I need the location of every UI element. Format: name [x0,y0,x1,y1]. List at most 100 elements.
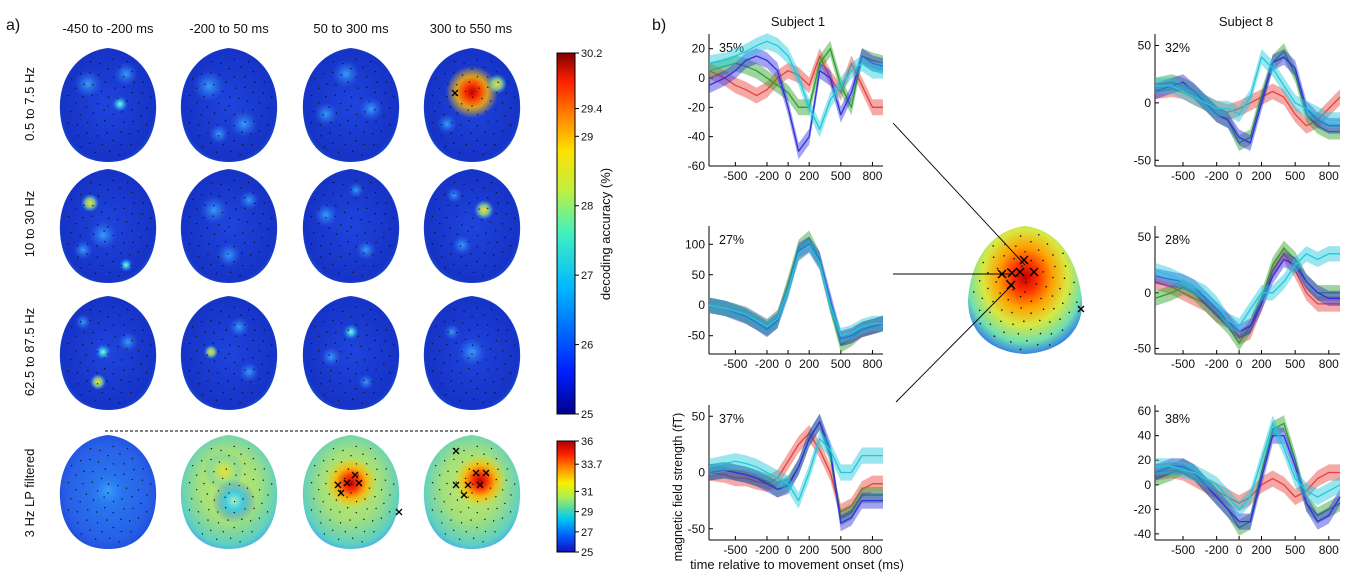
sensor-dot [376,329,378,332]
sensor-dot [373,531,375,533]
sensor-dot [337,151,340,153]
sensor-dot [471,455,473,457]
sensor-dot [218,74,221,76]
x-tick-label: -500 [723,357,747,371]
sensor-dot [431,215,434,218]
sensor-dot [495,109,497,111]
sensor-dot [472,398,475,400]
sensor-dot [141,479,144,481]
sensor-marker [482,469,490,477]
sensor-dot [349,380,351,382]
panel-b-label: b) [652,17,666,34]
activity-blob [359,97,383,121]
colorbar-tick-label: 31 [581,486,593,498]
sensor-dot [339,103,342,105]
sensor-dot [505,92,508,94]
sensor-dot [360,97,362,100]
sensor-dot [146,355,148,357]
sensor-dot [99,62,101,65]
sensor-dot [89,319,91,322]
sensor-dot [339,224,342,226]
activity-blob [446,187,462,203]
sensor-dot [89,263,91,265]
topo-map [180,296,278,410]
sensor-dot [76,124,79,126]
sensor-dot [103,496,105,498]
sensor-dot [222,265,224,267]
sensor-dot [374,357,376,359]
colorbar-tick-label: 26 [581,340,593,352]
sensor-dot [70,498,72,500]
sensor-dot [351,537,354,539]
sensor-dot [496,507,498,510]
sensor-dot [361,275,363,277]
sensor-dot [349,519,351,521]
sensor-dot [145,124,148,126]
sensor-dot [465,144,467,146]
sensor-dot [220,183,222,186]
sensor-dot [343,338,346,341]
sensor-dot [489,221,492,223]
sensor-dot [350,189,352,191]
sensor-dot [201,146,204,148]
sensor-dot [1015,245,1017,247]
sensor-dot [362,66,364,68]
sensor-dot [504,502,506,505]
sensor-dot [79,114,81,116]
sensor-dot [453,529,455,531]
sensor-dot [328,106,331,108]
sensor-dot [94,151,97,153]
x-tick-label: 500 [831,357,851,371]
sensor-dot [489,487,492,489]
sensor-dot [217,372,219,374]
x-tick-label: 0 [1236,357,1243,371]
sensor-dot [267,494,269,496]
confidence-band [709,430,883,509]
sensor-dot [441,135,443,137]
sensor-dot [476,387,478,390]
sensor-dot [453,319,455,322]
sensor-dot [89,181,92,184]
series-line [708,432,883,513]
sensor-dot [86,519,88,521]
sensor-dot [514,217,516,219]
sensor-dot [252,91,255,94]
sensor-dot [141,213,144,215]
sensor-dot [351,398,354,400]
sensor-dot [495,230,497,232]
sensor-dot [198,522,200,524]
sensor-dot [101,531,103,533]
sensor-dot [318,101,320,104]
sensor-dot [383,115,385,118]
sensor-dot [369,181,372,184]
sensor-dot [203,216,205,219]
colorbar-tick-label: 27 [581,527,593,539]
y-tick-label: 60 [1138,404,1152,418]
sensor-dot [310,215,313,218]
sensor-dot [195,87,198,89]
sensor-dot [494,144,496,146]
sensor-dot [320,135,322,137]
sensor-dot [252,339,255,342]
sensor-dot [233,387,235,390]
sensor-dot [361,402,363,404]
sensor-dot [217,224,220,226]
sensor-dot [112,234,115,237]
sensor-dot [97,322,100,324]
sensor-dot [82,95,84,98]
sensor-dot [490,447,493,450]
sensor-dot [242,111,244,113]
sensor-dot [137,378,140,380]
sensor-dot [441,522,443,524]
sensor-dot [80,533,83,535]
sensor-dot [271,483,273,485]
sensor-dot [82,343,84,346]
sensor-dot [389,228,391,230]
x-tick-label: 800 [862,543,882,557]
sensor-dot [366,197,368,199]
x-tick-label: -200 [755,169,779,183]
sensor-dot [247,60,250,63]
sensor-dot [221,477,224,480]
sensor-dot [490,181,493,184]
sensor-dot [239,402,241,404]
